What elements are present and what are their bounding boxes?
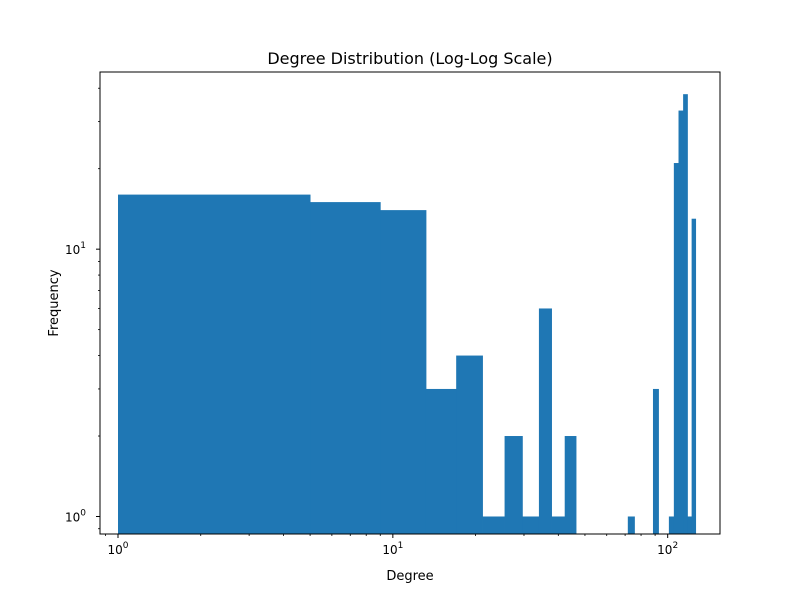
x-axis-label: Degree <box>386 569 433 584</box>
histogram-bar <box>564 436 577 534</box>
x-tick-exponent: 1 <box>398 541 404 551</box>
histogram-bar <box>456 355 483 534</box>
histogram-bar <box>522 516 540 534</box>
histogram-bar <box>683 94 688 535</box>
x-tick-label: 101 <box>382 541 403 557</box>
histogram-bar <box>668 516 675 534</box>
histogram-bar <box>538 308 552 534</box>
histogram-bar <box>310 202 381 534</box>
y-tick-exponent: 0 <box>80 508 86 518</box>
histogram-bar <box>380 210 427 535</box>
plot-frame <box>99 71 721 535</box>
histogram-bar <box>482 516 505 534</box>
x-tick-exponent: 2 <box>672 541 678 551</box>
x-tick-label: 102 <box>657 541 678 557</box>
histogram-bar <box>425 388 457 534</box>
histogram-bar <box>551 516 566 534</box>
y-axis: 100 101 <box>65 87 100 530</box>
histogram-bar <box>673 163 679 534</box>
histogram-bar <box>652 388 659 534</box>
x-axis: 100 101 102 <box>105 534 678 557</box>
chart-title: Degree Distribution (Log-Log Scale) <box>267 49 552 68</box>
histogram-bar <box>504 436 523 534</box>
y-tick-label: 101 <box>65 241 86 257</box>
y-tick-exponent: 1 <box>80 241 86 251</box>
histogram-bar <box>678 110 684 534</box>
y-axis-label: Frequency <box>47 269 62 336</box>
x-tick-exponent: 0 <box>123 541 129 551</box>
histogram-bar <box>687 516 693 534</box>
histogram-bar <box>118 194 311 534</box>
bars-group <box>118 94 697 535</box>
y-tick-label: 100 <box>65 508 86 524</box>
x-tick-label: 100 <box>107 541 128 557</box>
histogram-bar <box>691 218 697 534</box>
histogram-bar <box>627 516 635 534</box>
